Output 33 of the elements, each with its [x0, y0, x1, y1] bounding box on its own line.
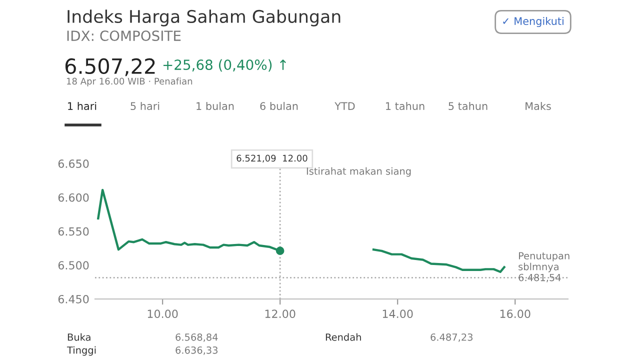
y-tick-label: 6.450 [58, 294, 89, 304]
chart-title: Indeks Harga Saham Gabungan [68, 10, 340, 26]
annotation: 6.521,09 12.00 [236, 154, 308, 163]
x-tick-label: 14.00 [382, 310, 413, 318]
text: 6.568,84 [176, 333, 218, 342]
text: Rendah [326, 333, 361, 341]
text: 6.507,22 [65, 58, 155, 76]
ref-line-label: Penutupan sblmnya 6.481,54 [518, 252, 570, 282]
chart-subtitle: IDX: COMPOSITE [67, 30, 181, 42]
y-tick-label: 6.500 [58, 261, 89, 270]
text: 6.487,23 [430, 333, 473, 342]
text: 18 Apr 16.00 WIB · Penafian [66, 78, 192, 86]
x-tick-label: 10.00 [148, 310, 178, 318]
text: 6.636,33 [176, 346, 218, 355]
text: 1 bulan [196, 102, 234, 110]
y-tick-label: 6.650 [58, 160, 89, 168]
x-tick-label: 12.00 [265, 310, 296, 318]
text: 1 tahun [386, 102, 424, 110]
text: 5 hari [130, 102, 160, 110]
text: +25,68 (0,40%) ↑ [163, 59, 286, 72]
text: 5 tahun [448, 102, 488, 110]
text: Tinggi [66, 346, 96, 356]
text: YTD [334, 102, 355, 110]
text: ✓ Mengikuti [503, 16, 564, 28]
text: 6 bulan [260, 102, 298, 110]
y-tick-label: 6.600 [58, 193, 89, 202]
text: 1 hari [68, 102, 96, 110]
x-tick-label: 16.00 [500, 310, 530, 318]
annotation: Istirahat makan siang [306, 167, 411, 177]
text: Maks [526, 102, 551, 110]
text: Buka [68, 333, 90, 341]
line-series [372, 248, 506, 274]
y-tick-label: 6.550 [58, 227, 89, 236]
